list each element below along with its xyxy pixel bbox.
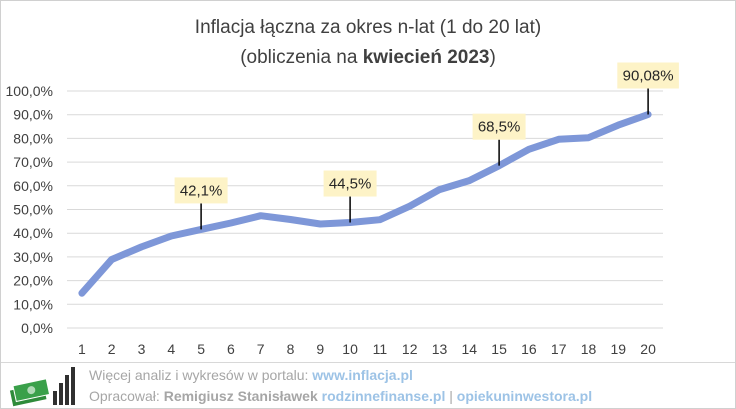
footer-link-rodzinnefinanse[interactable]: rodzinnefinanse.pl	[321, 388, 446, 404]
x-tick-label: 3	[138, 341, 146, 357]
callout-box	[323, 170, 377, 197]
x-tick-label: 8	[287, 341, 295, 357]
footer-link-opiekuninwestora[interactable]: opiekuninwestora.pl	[456, 388, 593, 404]
x-tick-label: 7	[257, 341, 265, 357]
callout-box	[174, 177, 228, 204]
x-tick-label: 18	[581, 341, 597, 357]
x-tick-label: 13	[432, 341, 448, 357]
logo-bar-1	[53, 391, 57, 405]
x-tick-label: 1	[78, 341, 86, 357]
series-line	[78, 111, 652, 297]
x-tick-label: 2	[108, 341, 116, 357]
x-tick-label: 9	[316, 341, 324, 357]
banknote-mark	[27, 386, 36, 395]
y-tick-label: 20,0%	[13, 273, 53, 289]
chart-title-block: Inflacja łączna za okres n-lat (1 do 20 …	[1, 13, 735, 73]
y-tick-label: 50,0%	[13, 202, 53, 218]
footer-separator: |	[445, 388, 457, 404]
subtitle-bold: kwiecień 2023	[362, 47, 490, 68]
x-tick-label: 15	[491, 341, 507, 357]
x-tick-label: 11	[373, 341, 388, 357]
footer-text-2: Opracował:	[89, 388, 164, 404]
data-label: 42,1%	[180, 182, 223, 199]
x-tick-label: 17	[551, 341, 567, 357]
logo-bar-4	[71, 367, 75, 405]
logo-bar-2	[59, 383, 63, 405]
y-tick-label: 30,0%	[13, 249, 53, 265]
y-tick-label: 10,0%	[13, 296, 53, 312]
subtitle-suffix: )	[489, 47, 496, 68]
line-chart: 0,0% 10,0% 20,0% 30,0% 40,0% 50,0% 60,0% 70,0% 8…	[6, 62, 679, 357]
x-tick-label: 6	[227, 341, 235, 357]
chart-title: Inflacja łączna za okres n-lat (1 do 20 …	[194, 17, 542, 38]
callout-box	[472, 113, 526, 140]
x-tick-label: 4	[167, 341, 175, 357]
y-tick-label: 80,0%	[13, 130, 53, 146]
footer-line-2: Opracował: Remigiusz Stanisławek rodzinn…	[89, 388, 592, 404]
data-label: 68,5%	[478, 119, 521, 136]
logo-icon	[9, 367, 75, 407]
callout-box	[617, 62, 679, 89]
y-tick-label: 100,0%	[6, 83, 53, 99]
chart-subtitle: (obliczenia na kwiecień 2023)	[1, 43, 735, 73]
x-tick-label: 5	[197, 341, 205, 357]
footer-author: Remigiusz Stanisławek	[163, 388, 318, 404]
footer-text-1: Więcej analiz i wykresów w portalu:	[89, 367, 313, 383]
x-tick-label: 10	[342, 341, 358, 357]
x-tick-label: 16	[521, 341, 537, 357]
y-tick-label: 90,0%	[13, 107, 53, 123]
x-tick-label: 14	[462, 341, 478, 357]
footer-line-1: Więcej analiz i wykresów w portalu: www.…	[89, 367, 413, 383]
data-label: 44,5%	[329, 176, 372, 193]
y-tick-label: 40,0%	[13, 225, 53, 241]
x-tick-label: 19	[611, 341, 627, 357]
subtitle-prefix: (obliczenia na	[240, 47, 363, 68]
x-tick-label: 20	[640, 341, 656, 357]
data-label: 90,08%	[623, 68, 674, 85]
y-tick-label: 0,0%	[21, 320, 53, 336]
logo-bar-3	[65, 375, 69, 405]
x-tick-label: 12	[402, 341, 418, 357]
footer-link-inflacja[interactable]: www.inflacja.pl	[312, 367, 413, 383]
y-tick-label: 60,0%	[13, 178, 53, 194]
y-tick-label: 70,0%	[13, 154, 53, 170]
footer: Więcej analiz i wykresów w portalu: www.…	[1, 362, 735, 408]
